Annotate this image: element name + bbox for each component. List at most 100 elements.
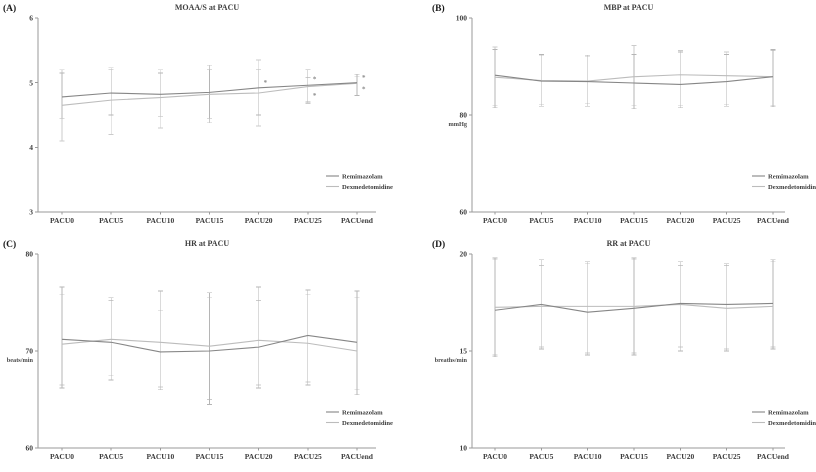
panel-a-moaas: (A) MOAA/S at PACU 3 4 5 6 PACU0 PACU5 PACU10 PAC… (0, 0, 408, 236)
x-tick-label: PACU15 (620, 216, 648, 225)
chart-title: HR at PACU (185, 239, 230, 248)
panel-d-rr: (D) RR at PACU 10 15 20 breaths/min PACU0 PACU5… (408, 236, 816, 472)
series-line (494, 302, 774, 313)
x-tick-label: PACU20 (245, 452, 273, 461)
series-line (494, 303, 774, 309)
legend-label: Remimazolam (768, 410, 809, 417)
error-bar (305, 289, 311, 386)
error-bar (724, 263, 730, 352)
chart-title: MOAA/S at PACU (175, 3, 240, 12)
chart-moaas-at-pacu: (A) MOAA/S at PACU 3 4 5 6 PACU0 PACU5 PACU10 PAC… (3, 3, 393, 225)
y-tick-label: 60 (460, 208, 468, 217)
panel-b-mbp: (B) MBP at PACU 60 80 100 mmHg PACU0 PACU5 PACU1… (408, 0, 816, 236)
error-bar (770, 49, 776, 108)
error-bar (631, 53, 637, 110)
y-tick-label: 70 (26, 347, 34, 356)
x-tick-label: PACU5 (529, 452, 553, 461)
x-tick-label: PACUend (757, 216, 790, 225)
x-tick-label: PACU15 (620, 452, 648, 461)
x-tick-label: PACU25 (294, 452, 322, 461)
series-line (61, 334, 358, 353)
y-tick-label: 80 (460, 111, 468, 120)
x-tick-label: PACU10 (146, 452, 174, 461)
error-bar (724, 53, 730, 107)
x-tick-label: PACU10 (146, 216, 174, 225)
error-bar (256, 286, 262, 389)
error-bar (59, 72, 65, 119)
error-bar (207, 292, 212, 405)
y-tick-label: 80 (26, 250, 34, 259)
y-axis-unit-label: beats/min (7, 357, 34, 364)
x-tick-label: PACU15 (196, 452, 224, 461)
x-tick-label: PACU20 (666, 452, 694, 461)
y-axis-unit-label: breaths/min (435, 357, 468, 364)
x-tick-label: PACU20 (245, 216, 273, 225)
significance-asterisk: * (313, 75, 317, 83)
error-bar (157, 290, 163, 391)
x-tick-label: PACU10 (574, 452, 602, 461)
x-tick-label: PACU25 (294, 216, 322, 225)
error-bar (256, 69, 262, 116)
x-tick-label: PACU10 (574, 216, 602, 225)
y-tick-label: 4 (29, 143, 33, 152)
x-tick-label: PACU5 (99, 216, 123, 225)
error-bar (585, 261, 591, 356)
legend-label: Dexmedetomidine (342, 184, 393, 191)
x-tick-label: PACU25 (713, 452, 741, 461)
error-bar (354, 73, 360, 96)
legend-label: Remimazolam (342, 410, 383, 417)
x-tick-label: PACU15 (196, 216, 224, 225)
error-bar (108, 69, 114, 116)
panel-label: (A) (3, 3, 16, 14)
panel-c-hr: (C) HR at PACU 60 70 80 beats/min PACU0 PACU5 PA… (0, 236, 408, 472)
y-tick-label: 3 (29, 208, 33, 217)
series-line (61, 82, 358, 106)
chart-rr-at-pacu: (D) RR at PACU 10 15 20 breaths/min PACU0 PACU5… (432, 239, 816, 461)
x-tick-label: PACU0 (483, 452, 507, 461)
chart-hr-at-pacu: (C) HR at PACU 60 70 80 beats/min PACU0 PACU5 PA… (3, 239, 393, 461)
x-tick-label: PACU0 (483, 216, 507, 225)
chart-title: RR at PACU (607, 239, 651, 248)
legend-label: Dexmedetomidine (768, 420, 816, 427)
error-bar (354, 290, 360, 396)
y-tick-label: 10 (460, 444, 468, 453)
chart-title: MBP at PACU (604, 3, 654, 12)
error-bar (59, 286, 65, 389)
error-bar (677, 51, 683, 109)
y-axis-unit-label: mmHg (448, 121, 467, 128)
x-tick-label: PACUend (341, 216, 374, 225)
x-tick-label: PACU0 (50, 452, 74, 461)
x-tick-label: PACU5 (529, 216, 553, 225)
legend-label: Remimazolam (768, 174, 809, 181)
y-tick-label: 100 (456, 14, 468, 23)
series-line (61, 338, 358, 352)
x-tick-label: PACU25 (713, 216, 741, 225)
significance-asterisk: * (362, 74, 366, 82)
error-bar (770, 259, 776, 350)
error-bar (305, 69, 311, 103)
series-line (494, 74, 774, 85)
panel-label: (B) (432, 3, 445, 14)
significance-asterisk: * (264, 79, 268, 87)
y-tick-label: 5 (29, 78, 33, 87)
x-tick-label: PACUend (341, 452, 374, 461)
x-tick-label: PACU20 (666, 216, 694, 225)
x-tick-label: PACU5 (99, 452, 123, 461)
significance-asterisk: * (313, 92, 317, 100)
chart-mbp-at-pacu: (B) MBP at PACU 60 80 100 mmHg PACU0 PACU5 PACU1… (432, 3, 816, 225)
y-tick-label: 6 (29, 14, 33, 23)
panel-label: (D) (432, 239, 445, 250)
legend-label: Dexmedetomidine (342, 420, 393, 427)
x-tick-label: PACU0 (50, 216, 74, 225)
error-bar (677, 261, 683, 352)
y-tick-label: 20 (460, 250, 468, 259)
significance-asterisk: * (362, 86, 366, 94)
error-bar (492, 49, 498, 109)
series-line (61, 82, 358, 98)
legend-label: Remimazolam (342, 174, 383, 181)
legend-label: Dexmedetomidine (768, 184, 816, 191)
panel-label: (C) (3, 239, 16, 250)
error-bar (492, 257, 498, 358)
x-tick-label: PACUend (757, 452, 790, 461)
